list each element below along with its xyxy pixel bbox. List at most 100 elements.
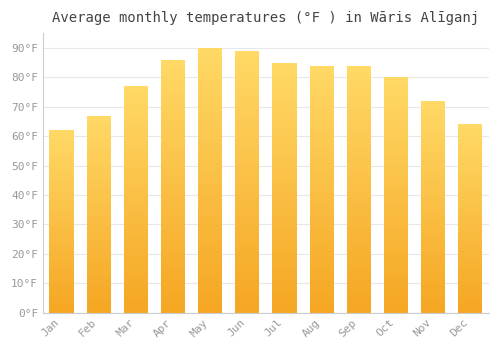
Bar (161, 292, 185, 295)
Bar (384, 294, 408, 296)
Bar (347, 179, 371, 182)
Bar (272, 303, 296, 305)
Bar (161, 171, 185, 174)
Bar (86, 303, 111, 305)
Bar (310, 263, 334, 266)
Bar (272, 170, 296, 173)
Bar (198, 135, 222, 138)
Bar (124, 240, 148, 243)
Bar (198, 133, 222, 135)
Bar (421, 247, 445, 249)
Bar (310, 241, 334, 244)
Bar (198, 138, 222, 141)
Bar (50, 273, 74, 274)
Bar (161, 308, 185, 310)
Bar (124, 127, 148, 129)
Bar (198, 209, 222, 212)
Bar (458, 275, 482, 277)
Bar (198, 252, 222, 254)
Bar (124, 168, 148, 170)
Bar (124, 233, 148, 236)
Bar (124, 113, 148, 116)
Bar (310, 70, 334, 73)
Bar (50, 152, 74, 154)
Bar (50, 245, 74, 247)
Bar (161, 298, 185, 300)
Bar (236, 161, 260, 163)
Bar (310, 140, 334, 142)
Bar (50, 161, 74, 163)
Bar (86, 163, 111, 165)
Bar (347, 251, 371, 253)
Bar (272, 163, 296, 165)
Bar (236, 156, 260, 158)
Bar (272, 208, 296, 210)
Bar (124, 256, 148, 258)
Bar (458, 198, 482, 200)
Bar (458, 248, 482, 251)
Bar (86, 244, 111, 246)
Bar (458, 239, 482, 241)
Bar (50, 160, 74, 161)
Bar (124, 143, 148, 145)
Bar (458, 138, 482, 139)
Bar (161, 100, 185, 103)
Bar (458, 170, 482, 172)
Bar (198, 220, 222, 223)
Bar (50, 181, 74, 183)
Bar (310, 290, 334, 293)
Bar (384, 247, 408, 249)
Bar (384, 129, 408, 132)
Bar (124, 197, 148, 199)
Bar (310, 271, 334, 273)
Bar (124, 95, 148, 98)
Bar (272, 298, 296, 300)
Bar (347, 70, 371, 73)
Bar (86, 238, 111, 240)
Bar (198, 148, 222, 151)
Bar (347, 147, 371, 149)
Bar (161, 219, 185, 222)
Bar (86, 189, 111, 190)
Bar (86, 187, 111, 189)
Bar (124, 209, 148, 211)
Bar (86, 190, 111, 192)
Bar (458, 172, 482, 173)
Bar (458, 124, 482, 126)
Bar (161, 206, 185, 209)
Bar (86, 267, 111, 269)
Bar (198, 289, 222, 292)
Bar (198, 162, 222, 164)
Bar (347, 209, 371, 211)
Bar (198, 286, 222, 289)
Bar (161, 232, 185, 234)
Bar (310, 308, 334, 310)
Bar (458, 213, 482, 215)
Bar (198, 69, 222, 72)
Bar (50, 138, 74, 139)
Bar (421, 190, 445, 192)
Bar (272, 100, 296, 103)
Bar (124, 272, 148, 274)
Bar (421, 162, 445, 164)
Bar (310, 219, 334, 221)
Bar (50, 285, 74, 287)
Bar (310, 167, 334, 169)
Bar (384, 301, 408, 303)
Bar (50, 198, 74, 199)
Bar (161, 176, 185, 178)
Bar (198, 204, 222, 207)
Bar (86, 177, 111, 178)
Bar (384, 141, 408, 143)
Bar (310, 118, 334, 120)
Bar (161, 93, 185, 95)
Bar (236, 258, 260, 260)
Bar (236, 111, 260, 114)
Bar (161, 199, 185, 201)
Bar (458, 160, 482, 162)
Bar (272, 103, 296, 105)
Bar (50, 218, 74, 220)
Bar (124, 138, 148, 140)
Bar (310, 182, 334, 184)
Bar (86, 139, 111, 141)
